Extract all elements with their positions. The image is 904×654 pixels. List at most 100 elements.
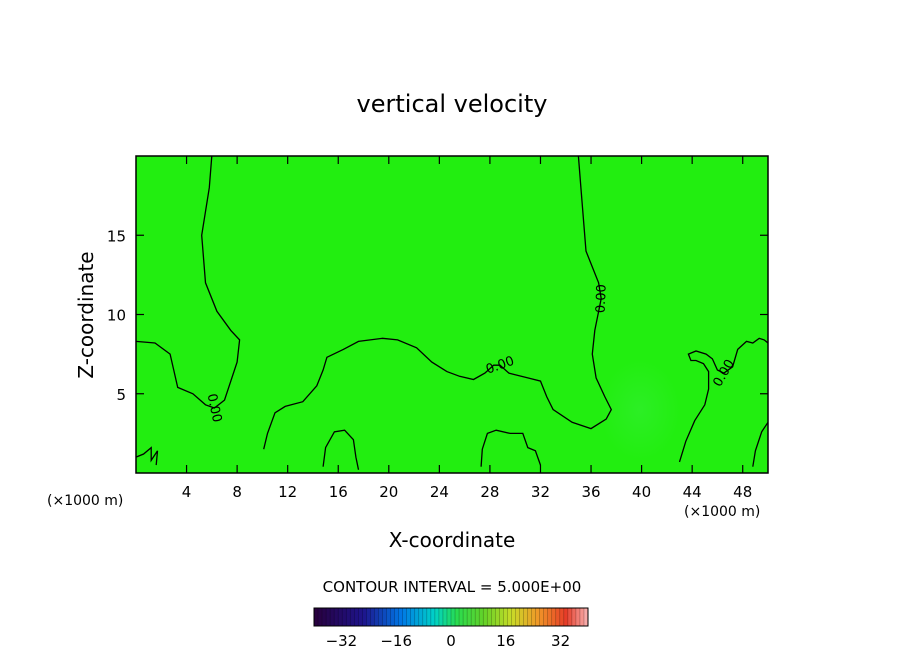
colorbar-ticks: −32 −16 0 16 32 xyxy=(326,632,571,650)
x-tick-label: 8 xyxy=(232,483,242,501)
colorbar-cell xyxy=(378,608,383,626)
colorbar-cell xyxy=(459,608,464,626)
colorbar-cell xyxy=(519,608,524,626)
colorbar-cell xyxy=(487,608,492,626)
colorbar-cell xyxy=(495,608,500,626)
y-tick-label: 10 xyxy=(107,307,126,325)
colorbar-cell xyxy=(531,608,537,626)
colorbar-cell xyxy=(471,608,476,626)
colorbar-cell xyxy=(551,608,557,626)
colorbar-cell xyxy=(406,608,412,626)
colorbar-cell xyxy=(410,608,416,626)
colorbar-cell xyxy=(350,608,355,626)
colorbar-cell xyxy=(446,608,452,626)
x-unit-right: (×1000 m) xyxy=(684,504,760,520)
colorbar-cell xyxy=(575,608,581,626)
colorbar-cell xyxy=(499,608,504,626)
colorbar-cell xyxy=(559,608,565,626)
heatmap-patch xyxy=(600,360,680,460)
colorbar-cell xyxy=(418,608,424,626)
colorbar-cell xyxy=(330,608,335,626)
colorbar-cell xyxy=(430,608,436,626)
contour-label: 0.00 xyxy=(204,392,225,423)
colorbar-tick-label: −32 xyxy=(326,632,358,650)
colorbar-cell xyxy=(467,608,472,626)
colorbar-cell xyxy=(318,608,323,626)
colorbar-cell xyxy=(398,608,404,626)
colorbar-cell xyxy=(579,608,585,626)
colorbar-cell xyxy=(463,608,468,626)
colorbar-cell xyxy=(567,608,573,626)
colorbar-cell xyxy=(322,608,327,626)
colorbar-cell xyxy=(507,608,512,626)
colorbar-cell xyxy=(386,608,391,626)
colorbar-cell xyxy=(571,608,577,626)
colorbar-cell xyxy=(547,608,553,626)
y-tick-label: 15 xyxy=(107,227,126,245)
colorbar-cell xyxy=(451,608,456,626)
colorbar-cell xyxy=(374,608,379,626)
colorbar-cell xyxy=(515,608,520,626)
contour-line xyxy=(322,429,360,470)
colorbar-cell xyxy=(523,608,528,626)
colorbar-cell xyxy=(414,608,420,626)
colorbar-tick-label: 16 xyxy=(496,632,515,650)
colorbar-cell xyxy=(394,608,400,626)
chart-title: vertical velocity xyxy=(357,90,548,118)
contour-line xyxy=(135,155,241,409)
x-tick-label: 48 xyxy=(733,483,752,501)
x-tick-label: 12 xyxy=(278,483,297,501)
x-tick-label: 40 xyxy=(632,483,651,501)
colorbar-cell xyxy=(555,608,561,626)
colorbar-cell xyxy=(583,608,589,626)
colorbar-cell xyxy=(527,608,532,626)
x-axis-label: X-coordinate xyxy=(389,528,516,552)
colorbar-cell xyxy=(455,608,460,626)
colorbar-cell xyxy=(362,608,367,626)
colorbar-cell xyxy=(354,608,359,626)
y-axis-label: Z-coordinate xyxy=(74,251,98,378)
colorbar-cell xyxy=(342,608,347,626)
colorbar-cell xyxy=(370,608,375,626)
colorbar-tick-label: 32 xyxy=(551,632,570,650)
colorbar-cell xyxy=(563,608,569,626)
x-tick-label: 20 xyxy=(379,483,398,501)
y-axis: 5 10 15 xyxy=(107,227,768,404)
colorbar-cell xyxy=(426,608,432,626)
plot-area: 0.000.000.00 0.00 xyxy=(135,155,769,474)
colorbar-tick-label: −16 xyxy=(380,632,412,650)
colorbar xyxy=(313,607,589,627)
colorbar-cell xyxy=(535,608,541,626)
contour-line xyxy=(480,429,542,467)
colorbar-cell xyxy=(543,608,549,626)
colorbar-tick-label: 0 xyxy=(446,632,456,650)
contour-label: 0.00 xyxy=(594,284,610,313)
contour-interval-text: CONTOUR INTERVAL = 5.000E+00 xyxy=(323,578,582,596)
x-tick-label: 16 xyxy=(329,483,348,501)
colorbar-cell xyxy=(434,608,440,626)
colorbar-cell xyxy=(511,608,516,626)
x-tick-label: 32 xyxy=(531,483,550,501)
x-unit-left: (×1000 m) xyxy=(47,493,123,509)
contour-line xyxy=(678,337,769,463)
colorbar-cell xyxy=(338,608,343,626)
colorbar-cell xyxy=(422,608,428,626)
colorbar-cell xyxy=(346,608,351,626)
contour-line xyxy=(752,421,769,467)
colorbar-cell xyxy=(475,608,480,626)
colorbar-cell xyxy=(314,608,319,626)
x-tick-label: 28 xyxy=(480,483,499,501)
x-tick-label: 44 xyxy=(683,483,702,501)
colorbar-cell xyxy=(326,608,331,626)
contour-lines xyxy=(135,155,769,470)
colorbar-cell xyxy=(366,608,371,626)
colorbar-cell xyxy=(402,608,408,626)
colorbar-cell xyxy=(442,608,448,626)
contour-line xyxy=(263,155,613,450)
x-tick-label: 36 xyxy=(581,483,600,501)
contour-line xyxy=(135,446,159,466)
colorbar-cell xyxy=(503,608,508,626)
colorbar-cell xyxy=(479,608,484,626)
colorbar-cell xyxy=(390,608,395,626)
